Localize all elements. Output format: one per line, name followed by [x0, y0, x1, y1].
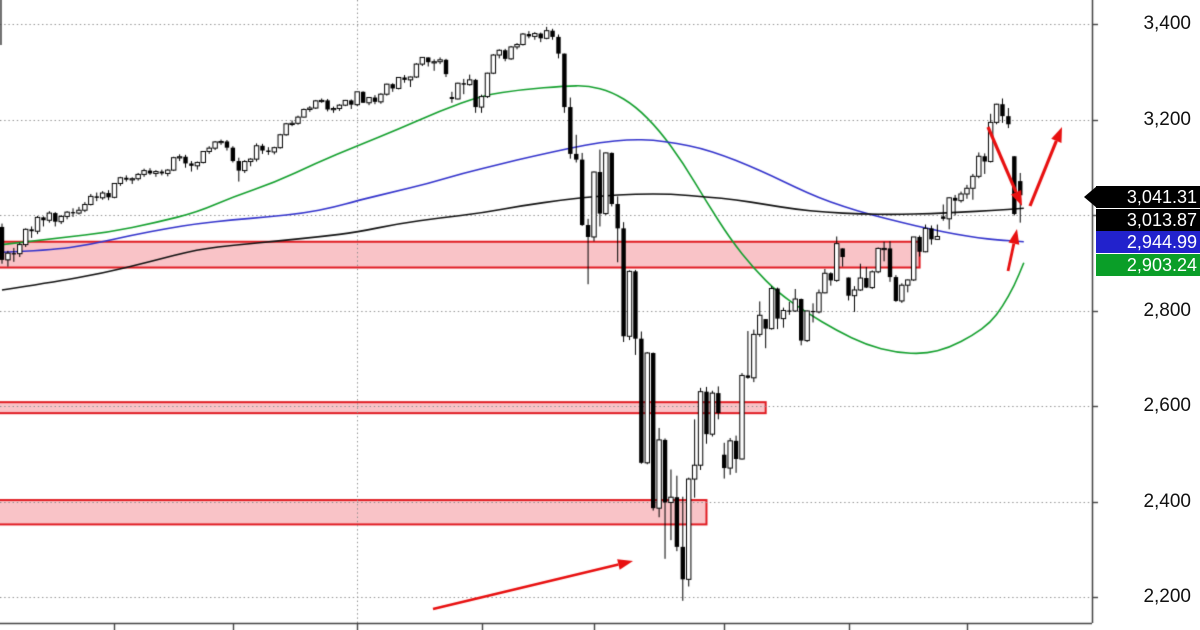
y-axis-tick-label: 2,600 [1143, 395, 1191, 416]
y-axis-tick-label: 2,200 [1143, 586, 1191, 607]
price-badge-last-price: 3,041.31 [1096, 186, 1200, 208]
price-badge-ma-green: 2,903.24 [1096, 253, 1200, 276]
last-price-pointer-icon [1084, 186, 1097, 208]
price-badge-ma-black: 3,013.87 [1096, 208, 1200, 231]
y-axis-tick-label: 2,400 [1143, 490, 1191, 512]
y-axis-tick-label: 3,200 [1143, 108, 1191, 130]
y-axis-tick-label: 3,400 [1143, 13, 1191, 34]
y-axis-tick-label: 2,800 [1143, 299, 1191, 321]
price-badge-ma-blue: 2,944.99 [1096, 231, 1200, 253]
